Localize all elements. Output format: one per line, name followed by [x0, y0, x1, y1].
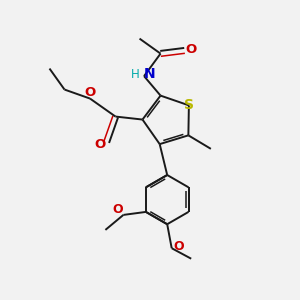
Text: O: O — [185, 43, 197, 56]
Text: O: O — [94, 138, 106, 151]
Text: N: N — [143, 67, 155, 81]
Text: O: O — [113, 203, 123, 216]
Text: O: O — [173, 240, 184, 253]
Text: S: S — [184, 98, 194, 112]
Text: O: O — [84, 86, 96, 99]
Text: H: H — [131, 68, 140, 81]
